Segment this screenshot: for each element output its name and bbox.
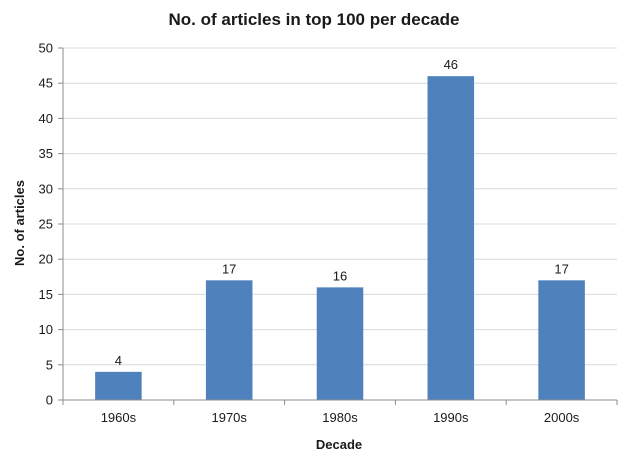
- y-tick-label: 25: [39, 217, 53, 232]
- y-tick-label: 5: [46, 357, 53, 372]
- y-tick-label: 20: [39, 252, 53, 267]
- y-tick-label: 35: [39, 146, 53, 161]
- x-tick-label-1970s: 1970s: [211, 410, 247, 425]
- bar-1960s: [95, 371, 142, 400]
- y-tick-label: 40: [39, 111, 53, 126]
- x-tick-label-2000s: 2000s: [544, 410, 580, 425]
- data-label-1960s: 4: [115, 353, 122, 368]
- x-tick-label-1980s: 1980s: [322, 410, 358, 425]
- y-tick-label: 0: [46, 393, 53, 408]
- bar-1980s: [316, 287, 364, 400]
- bars: [95, 76, 585, 400]
- bar-1990s: [427, 76, 475, 400]
- gridlines: [63, 47, 617, 366]
- labels: 0 5 10 15 20 25 30 35 40 45 50 4 1960s 17 1970s 16 1980s…: [39, 41, 580, 426]
- data-label-2000s: 17: [554, 261, 568, 276]
- bar-1970s: [205, 280, 253, 400]
- data-label-1980s: 16: [333, 268, 347, 283]
- y-axis-title: No. of articles: [12, 180, 27, 266]
- chart-title: No. of articles in top 100 per decade: [169, 10, 460, 29]
- bar-2000s: [538, 280, 585, 400]
- axes: [58, 47, 618, 405]
- x-axis-title: Decade: [316, 437, 362, 452]
- data-label-1970s: 17: [222, 261, 236, 276]
- y-tick-label: 30: [39, 181, 53, 196]
- y-tick-label: 10: [39, 322, 53, 337]
- x-tick-label-1990s: 1990s: [433, 410, 469, 425]
- y-tick-label: 45: [39, 76, 53, 91]
- y-tick-label: 15: [39, 287, 53, 302]
- data-label-1990s: 46: [444, 57, 458, 72]
- y-tick-label: 50: [39, 41, 53, 56]
- x-tick-label-1960s: 1960s: [101, 410, 137, 425]
